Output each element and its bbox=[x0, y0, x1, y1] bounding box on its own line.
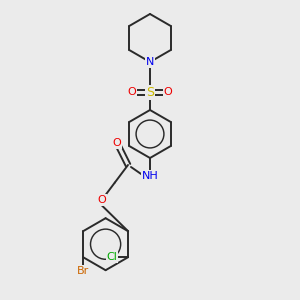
Text: O: O bbox=[128, 87, 136, 97]
Text: O: O bbox=[97, 195, 106, 205]
Text: N: N bbox=[146, 57, 154, 67]
Text: O: O bbox=[112, 138, 122, 148]
Text: NH: NH bbox=[142, 171, 158, 181]
Text: Br: Br bbox=[77, 266, 89, 276]
Text: O: O bbox=[164, 87, 172, 97]
Text: S: S bbox=[146, 85, 154, 98]
Text: Cl: Cl bbox=[107, 252, 118, 262]
